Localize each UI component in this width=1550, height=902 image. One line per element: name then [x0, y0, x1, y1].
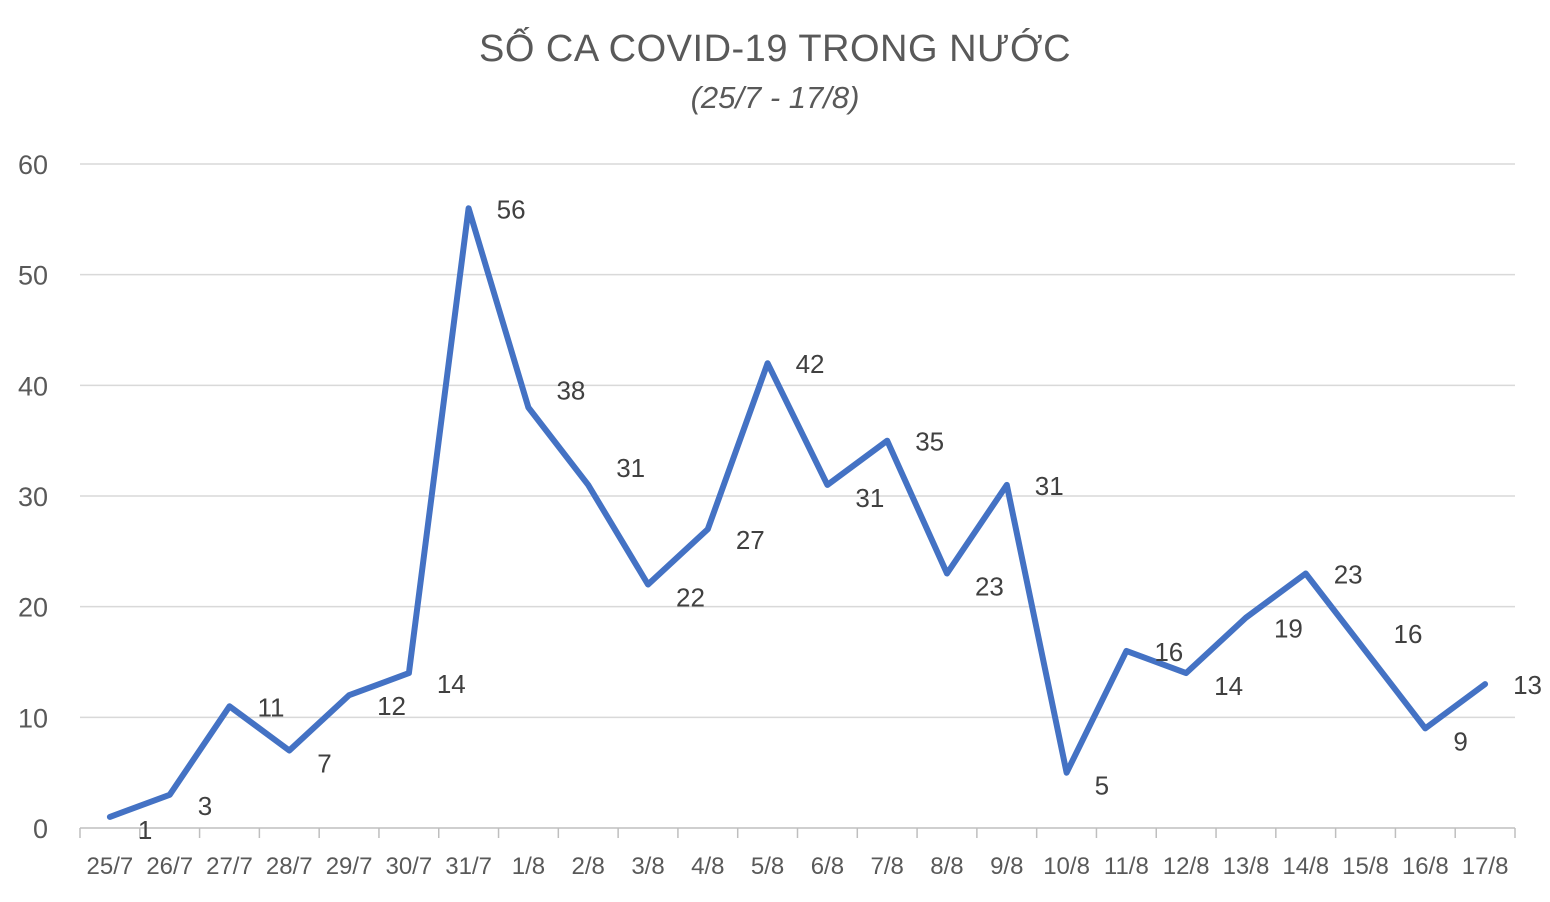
x-tick-label: 15/8 — [1342, 853, 1389, 880]
data-label: 16 — [1154, 637, 1183, 667]
data-label: 35 — [915, 427, 944, 457]
data-label: 14 — [437, 669, 466, 699]
series-line — [106, 205, 1489, 820]
data-label: 3 — [198, 791, 212, 821]
x-axis — [79, 827, 1516, 838]
data-label: 19 — [1274, 614, 1303, 644]
x-tick-label: 31/7 — [445, 853, 492, 880]
x-tick-label: 29/7 — [326, 853, 373, 880]
x-axis-ticks: 25/7 26/7 27/7 28/7 29/7 30/7 31/7 1/8 2/8 3/8 4/8… — [87, 853, 1509, 880]
y-tick-label: 50 — [18, 261, 48, 291]
data-label: 56 — [497, 194, 526, 224]
data-label: 11 — [257, 692, 284, 722]
data-label: 27 — [736, 525, 765, 555]
data-label: 7 — [317, 749, 331, 779]
y-axis-ticks: 0 10 20 30 40 50 60 — [18, 150, 48, 844]
data-label: 5 — [1095, 771, 1109, 801]
y-tick-label: 40 — [18, 371, 48, 401]
x-tick-label: 28/7 — [266, 853, 313, 880]
x-tick-label: 26/7 — [146, 853, 193, 880]
x-tick-label: 16/8 — [1402, 853, 1449, 880]
x-tick-label: 13/8 — [1223, 853, 1270, 880]
y-tick-label: 20 — [18, 593, 48, 623]
data-label: 14 — [1214, 671, 1243, 701]
y-tick-label: 10 — [18, 703, 48, 733]
data-label: 22 — [676, 583, 705, 613]
data-label: 42 — [796, 349, 825, 379]
y-tick-label: 30 — [18, 482, 48, 512]
x-tick-label: 12/8 — [1163, 853, 1210, 880]
data-label: 12 — [377, 691, 406, 721]
y-tick-label: 60 — [18, 150, 48, 180]
x-tick-label: 14/8 — [1282, 853, 1329, 880]
x-tick-label: 2/8 — [572, 853, 605, 880]
data-label: 1 — [138, 815, 152, 845]
x-tick-label: 4/8 — [691, 853, 724, 880]
data-label: 9 — [1453, 726, 1467, 756]
y-tick-label: 0 — [33, 814, 48, 844]
data-label: 16 — [1394, 619, 1423, 649]
data-label: 31 — [855, 483, 884, 513]
chart-title: SỐ CA COVID-19 TRONG NƯỚC — [478, 28, 1072, 70]
data-label: 23 — [975, 571, 1004, 601]
data-label: 31 — [616, 453, 645, 483]
data-label: 38 — [556, 375, 585, 405]
x-tick-label: 11/8 — [1104, 853, 1149, 880]
x-tick-label: 6/8 — [811, 853, 844, 880]
x-tick-label: 17/8 — [1462, 853, 1509, 880]
x-tick-label: 1/8 — [512, 853, 545, 880]
data-label: 31 — [1035, 471, 1064, 501]
x-tick-label: 10/8 — [1043, 853, 1090, 880]
data-label: 23 — [1334, 559, 1363, 589]
x-tick-label: 27/7 — [206, 853, 253, 880]
x-tick-label: 7/8 — [871, 853, 904, 880]
chart-subtitle: (25/7 - 17/8) — [690, 80, 860, 115]
data-label: 13 — [1513, 670, 1542, 700]
x-tick-label: 5/8 — [751, 853, 784, 880]
x-tick-label: 30/7 — [385, 853, 432, 880]
series-layer — [106, 205, 1489, 820]
x-tick-label: 9/8 — [990, 853, 1023, 880]
data-labels: 1311712145638312227423135233151614192316… — [138, 194, 1542, 845]
x-tick-label: 8/8 — [930, 853, 963, 880]
x-tick-label: 3/8 — [631, 853, 664, 880]
gridlines — [80, 163, 1515, 719]
x-tick-label: 25/7 — [87, 853, 134, 880]
